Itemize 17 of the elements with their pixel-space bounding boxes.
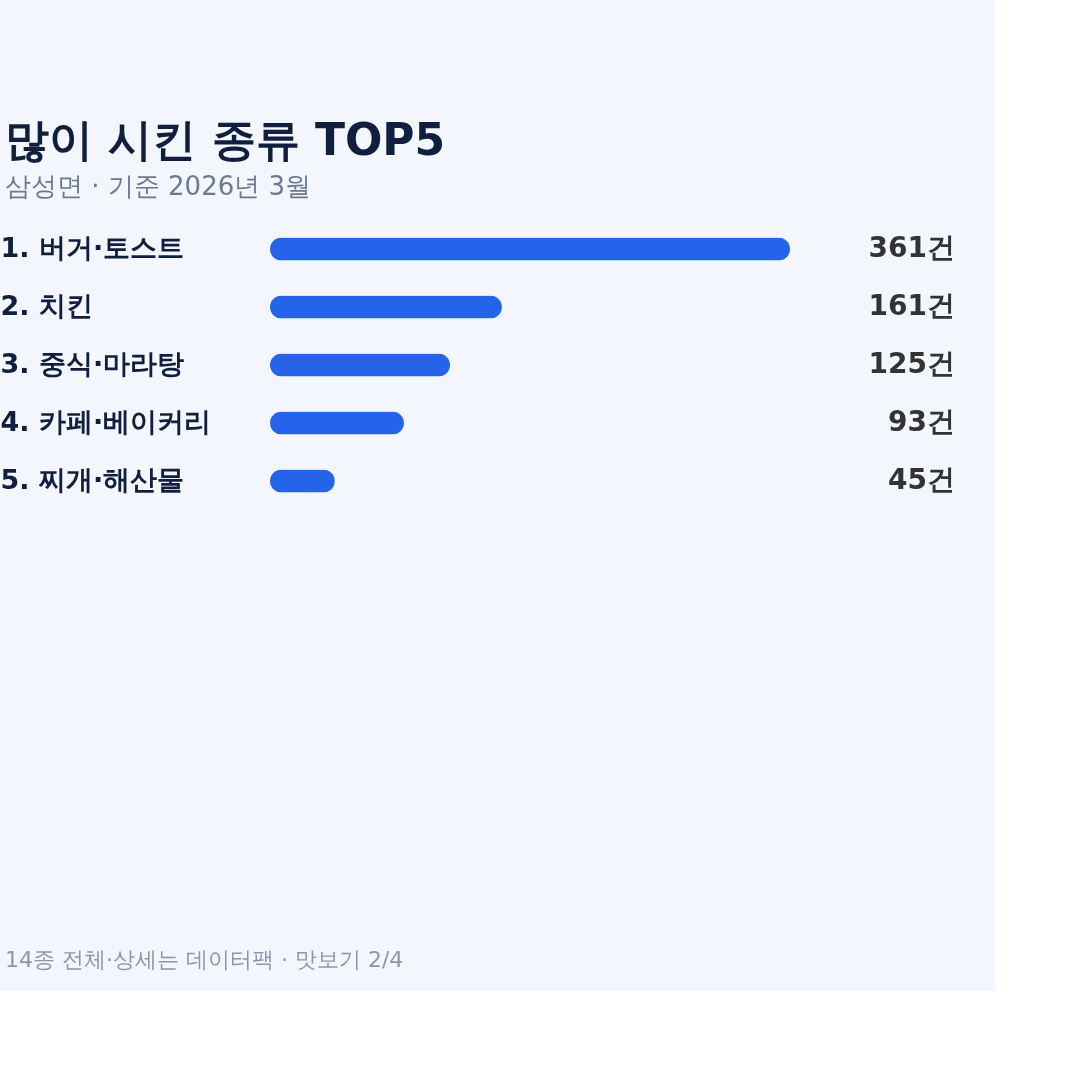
data-label: 125건 xyxy=(868,347,955,380)
data-label: 161건 xyxy=(868,289,955,322)
y-tick-label: 3. 중식·마라탕 xyxy=(0,348,185,379)
chart-title: 많이 시킨 종류 TOP5 xyxy=(5,114,446,165)
y-tick-label: 1. 버거·토스트 xyxy=(0,232,185,263)
y-tick-label: 5. 찌개·해산물 xyxy=(0,464,185,495)
y-tick-label: 4. 카페·베이커리 xyxy=(0,406,212,437)
data-label: 45건 xyxy=(888,463,955,496)
y-tick-label: 2. 치킨 xyxy=(0,290,93,321)
data-label: 361건 xyxy=(868,231,955,264)
bar xyxy=(270,237,790,261)
text: 14종 전체·상세는 데이터팩 · 맛보기 2/4 xyxy=(5,947,404,972)
data-label: 93건 xyxy=(888,405,955,438)
bar xyxy=(270,411,404,435)
bar xyxy=(270,353,451,377)
chart-subtitle: 삼성면 · 기준 2026년 3월 xyxy=(5,171,312,201)
bar xyxy=(270,295,502,319)
